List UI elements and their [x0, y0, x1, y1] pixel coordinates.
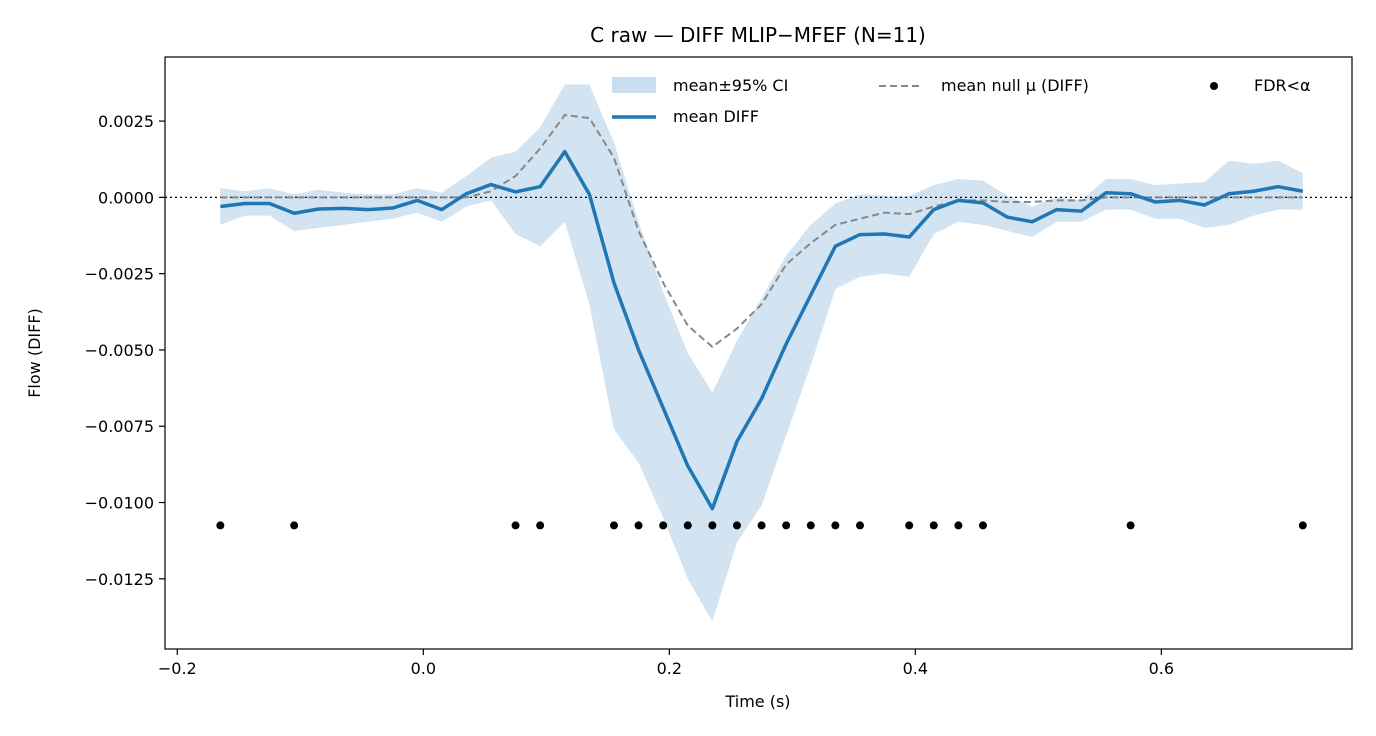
x-tick-label: −0.2: [158, 659, 197, 678]
fdr-significant-point: [1126, 521, 1135, 530]
y-tick-label: −0.0025: [85, 265, 154, 284]
series-line-mean-diff: [220, 149, 1304, 511]
x-tick-label: 0.0: [411, 659, 436, 678]
fdr-significant-point: [659, 521, 668, 530]
legend-label-fdr: FDR<α: [1254, 76, 1311, 95]
legend-label-ci: mean±95% CI: [673, 76, 788, 95]
series-line-null-mean: [220, 113, 1303, 349]
y-tick-label: −0.0075: [85, 417, 154, 436]
legend-swatch-fdr: [1210, 82, 1218, 90]
legend-label-mean-diff: mean DIFF: [673, 107, 759, 126]
y-tick-label: −0.0100: [85, 494, 154, 513]
plot-area: [165, 84, 1352, 622]
fdr-significant-point: [978, 521, 987, 530]
x-axis-title: Time (s): [724, 692, 790, 711]
fdr-significant-point: [609, 521, 618, 530]
fdr-significant-point: [905, 521, 914, 530]
fdr-significant-point: [1298, 521, 1307, 530]
fdr-significant-point: [831, 521, 840, 530]
fdr-significant-point: [855, 521, 864, 530]
fdr-significant-point: [536, 521, 545, 530]
x-tick-label: 0.6: [1149, 659, 1174, 678]
x-axis: −0.2 0.0 0.2 0.4 0.6: [158, 649, 1174, 678]
x-tick-label: 0.4: [903, 659, 928, 678]
plot-frame: [164, 56, 1353, 650]
fdr-significant-point: [954, 521, 963, 530]
chart-title: C raw — DIFF MLIP−MFEF (N=11): [590, 23, 926, 47]
y-axis-title: Flow (DIFF): [25, 308, 44, 398]
legend-swatch-ci: [612, 77, 656, 93]
y-tick-label: 0.0000: [98, 188, 154, 207]
fdr-significant-point: [782, 521, 791, 530]
fdr-significant-point: [683, 521, 692, 530]
x-tick-label: 0.2: [657, 659, 682, 678]
fdr-significant-point: [708, 521, 717, 530]
legend: mean±95% CI mean DIFF mean null μ (DIFF)…: [612, 76, 1311, 126]
fdr-significant-point: [929, 521, 938, 530]
fdr-significant-point: [732, 521, 741, 530]
legend-label-null: mean null μ (DIFF): [941, 76, 1089, 95]
y-tick-label: −0.0050: [85, 341, 154, 360]
y-tick-label: 0.0025: [98, 112, 154, 131]
fdr-significant-point: [806, 521, 815, 530]
fdr-significant-point: [757, 521, 766, 530]
fdr-significant-point: [634, 521, 643, 530]
y-tick-label: −0.0125: [85, 570, 154, 589]
ci-band: [220, 84, 1303, 622]
fdr-significant-point: [511, 521, 520, 530]
fdr-significant-point: [216, 521, 225, 530]
fdr-significant-point: [290, 521, 299, 530]
y-axis: 0.0025 0.0000 −0.0025 −0.0050 −0.0075 −0.0100…: [85, 112, 165, 589]
